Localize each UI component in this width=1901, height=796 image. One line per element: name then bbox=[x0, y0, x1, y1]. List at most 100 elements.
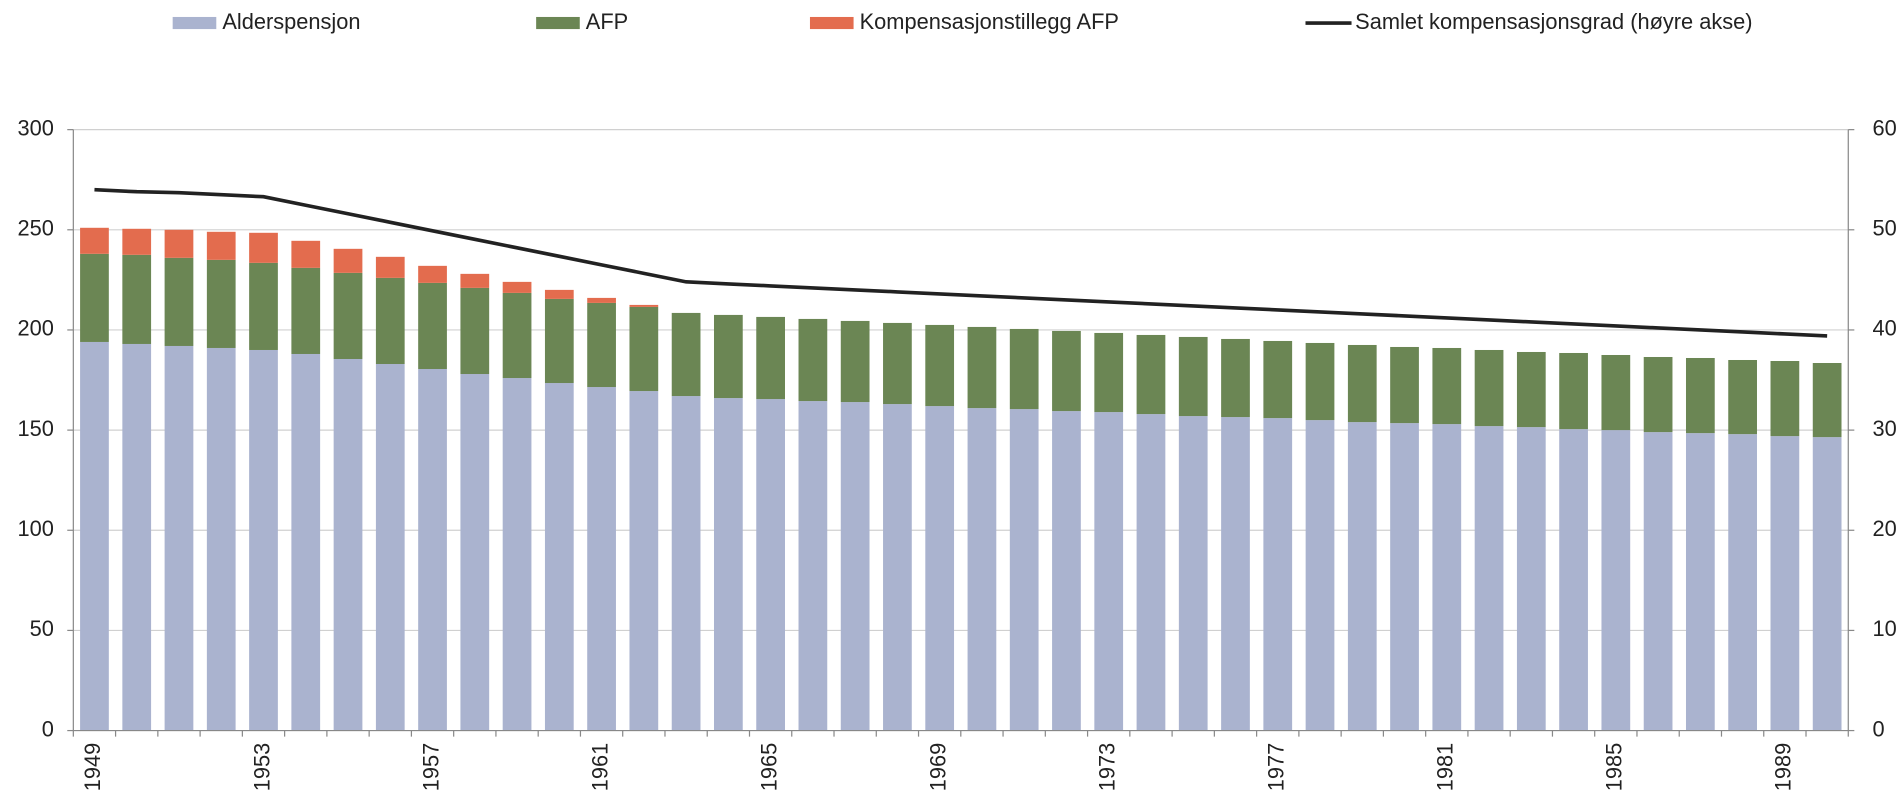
bar bbox=[1516, 427, 1546, 731]
y2-tick-label: 60 bbox=[1873, 115, 1897, 140]
x-tick-label: 1949 bbox=[80, 743, 105, 791]
bar bbox=[544, 383, 574, 731]
bar bbox=[333, 272, 363, 359]
bar bbox=[544, 298, 574, 384]
bar bbox=[1009, 328, 1039, 410]
bar bbox=[333, 358, 363, 731]
bar bbox=[1432, 424, 1462, 731]
bar bbox=[587, 387, 616, 731]
y2-tick-label: 0 bbox=[1873, 716, 1885, 741]
bar bbox=[925, 324, 955, 407]
legend-swatch bbox=[536, 16, 580, 30]
bar bbox=[418, 282, 447, 370]
bar bbox=[1728, 359, 1757, 435]
bar bbox=[713, 314, 743, 399]
bar bbox=[798, 318, 828, 402]
legend-label: Kompensasjonstillegg AFP bbox=[860, 9, 1119, 34]
line bbox=[94, 187, 1828, 338]
bar bbox=[502, 292, 532, 379]
bar bbox=[206, 347, 236, 731]
y2-tick-label: 10 bbox=[1873, 616, 1897, 641]
bar bbox=[460, 374, 490, 731]
bar bbox=[291, 267, 321, 354]
bar bbox=[1559, 352, 1588, 430]
bar bbox=[1305, 342, 1335, 421]
bar bbox=[1263, 418, 1293, 731]
bar bbox=[1263, 340, 1293, 419]
bar bbox=[249, 262, 278, 350]
bar bbox=[671, 396, 701, 731]
x-tick-label: 1965 bbox=[756, 743, 781, 791]
bar bbox=[418, 369, 447, 731]
bar bbox=[460, 287, 490, 375]
x-tick-label: 1973 bbox=[1094, 743, 1119, 792]
bar bbox=[333, 248, 363, 273]
y2-tick-label: 20 bbox=[1873, 516, 1897, 541]
y2-tick-label: 50 bbox=[1873, 216, 1897, 241]
legend-label: AFP bbox=[586, 9, 628, 34]
bar bbox=[122, 254, 152, 344]
y-tick-label: 100 bbox=[18, 516, 54, 541]
bar bbox=[375, 256, 405, 278]
bar bbox=[1474, 349, 1504, 427]
x-tick-label: 1989 bbox=[1771, 743, 1796, 791]
bar bbox=[80, 253, 109, 342]
bar bbox=[798, 401, 828, 731]
bar bbox=[1136, 414, 1166, 731]
bar bbox=[1094, 332, 1124, 413]
bar bbox=[1347, 344, 1377, 423]
bar bbox=[375, 277, 405, 365]
bar bbox=[164, 345, 194, 731]
bar bbox=[502, 378, 532, 731]
bar bbox=[502, 281, 532, 293]
bar bbox=[80, 341, 109, 731]
bar bbox=[840, 402, 870, 731]
x-tick-label: 1961 bbox=[587, 743, 612, 791]
bar bbox=[629, 306, 659, 392]
bar bbox=[713, 398, 743, 731]
bar bbox=[80, 227, 109, 254]
bar bbox=[587, 302, 616, 388]
y-tick-label: 0 bbox=[42, 716, 54, 741]
bar bbox=[1347, 422, 1377, 731]
bar bbox=[1221, 417, 1250, 731]
bar bbox=[629, 391, 659, 731]
y2-tick-label: 40 bbox=[1873, 316, 1897, 341]
bar bbox=[1178, 416, 1208, 731]
bar bbox=[840, 320, 870, 403]
x-tick-label: 1957 bbox=[418, 743, 443, 791]
bar bbox=[1812, 363, 1842, 438]
bar bbox=[1432, 347, 1462, 425]
bar bbox=[967, 326, 997, 409]
bar bbox=[587, 297, 616, 303]
bar bbox=[1052, 330, 1081, 412]
bar bbox=[756, 316, 785, 400]
bar bbox=[1221, 338, 1250, 418]
bar bbox=[1601, 430, 1631, 731]
bar bbox=[164, 257, 194, 346]
bar bbox=[1685, 357, 1715, 434]
bar bbox=[1770, 360, 1800, 437]
bar bbox=[1559, 429, 1588, 731]
x-tick-label: 1969 bbox=[925, 743, 950, 791]
bar bbox=[249, 232, 278, 263]
bar bbox=[291, 353, 321, 731]
bar bbox=[1009, 409, 1039, 731]
legend-label: Samlet kompensasjonsgrad (høyre akse) bbox=[1355, 9, 1752, 34]
x-tick-label: 1981 bbox=[1433, 743, 1458, 791]
x-tick-label: 1985 bbox=[1602, 743, 1627, 791]
bar bbox=[925, 406, 955, 731]
y-tick-label: 50 bbox=[30, 616, 54, 641]
y-tick-label: 200 bbox=[18, 316, 54, 341]
bar bbox=[122, 343, 152, 731]
bar bbox=[1728, 434, 1757, 731]
bar bbox=[460, 273, 490, 288]
bar bbox=[375, 364, 405, 731]
legend-swatch bbox=[809, 16, 854, 30]
bar bbox=[671, 312, 701, 397]
y-tick-label: 150 bbox=[18, 416, 54, 441]
bar bbox=[1812, 437, 1842, 731]
bar bbox=[206, 259, 236, 348]
bar bbox=[544, 289, 574, 299]
